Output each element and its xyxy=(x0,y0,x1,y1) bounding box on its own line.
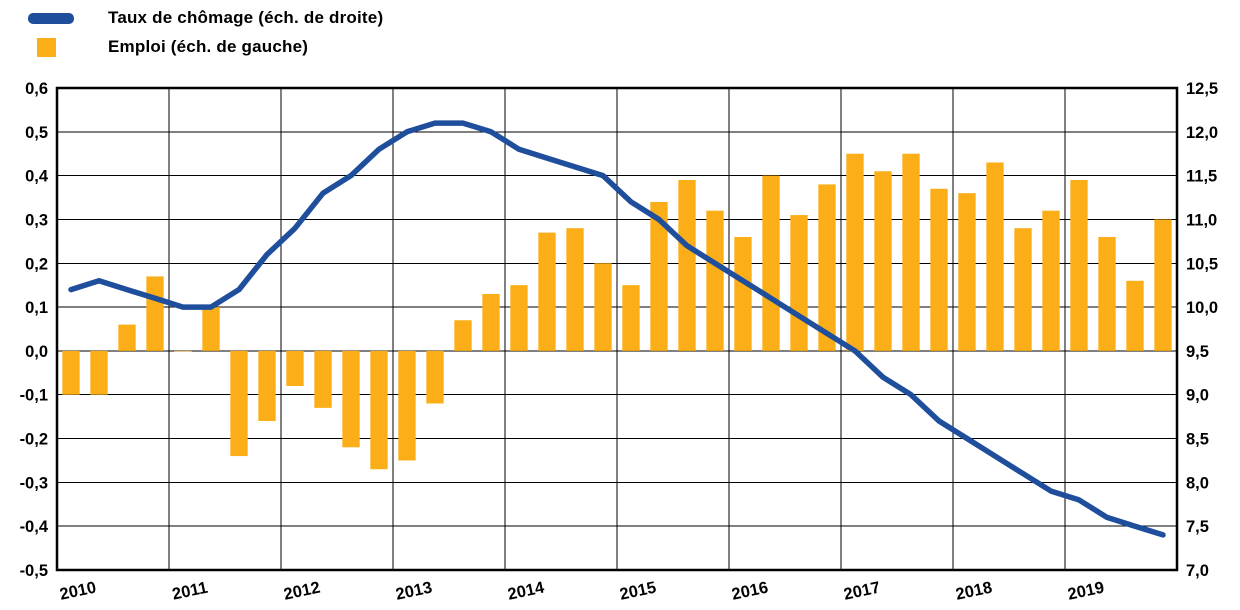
left-axis-tick-label: -0,5 xyxy=(20,562,48,580)
employment-bar xyxy=(426,350,444,404)
right-axis-tick-label: 12,0 xyxy=(1186,124,1218,142)
left-axis-tick-label: 0,4 xyxy=(25,168,49,186)
x-axis-year-label: 2011 xyxy=(171,579,210,604)
employment-bar xyxy=(90,350,108,395)
left-axis-tick-label: -0,1 xyxy=(20,387,48,405)
employment-bar xyxy=(1014,228,1032,351)
employment-bar xyxy=(510,285,528,351)
employment-bar xyxy=(762,175,780,351)
employment-bar xyxy=(230,350,248,457)
right-axis-tick-label: 9,0 xyxy=(1186,387,1209,405)
legend-label-emploi: Emploi (éch. de gauche) xyxy=(108,37,309,56)
employment-bar xyxy=(370,350,388,470)
right-axis-tick-label: 7,0 xyxy=(1186,562,1209,580)
legend-swatch-column xyxy=(28,37,80,57)
bar-series-swatch xyxy=(37,37,56,57)
x-axis-year-label: 2018 xyxy=(954,578,994,603)
employment-bar xyxy=(958,193,976,351)
employment-bar xyxy=(846,153,864,351)
employment-bar xyxy=(174,350,192,352)
employment-bar xyxy=(314,350,332,408)
legend-item-taux-de-chomage: Taux de chômage (éch. de droite) xyxy=(28,6,383,30)
right-axis-tick-label: 11,0 xyxy=(1186,211,1217,229)
right-axis-tick-label: 9,5 xyxy=(1186,343,1209,361)
employment-bar xyxy=(398,350,416,461)
left-axis-tick-label: 0,0 xyxy=(25,343,48,361)
line-series-swatch xyxy=(28,12,74,24)
employment-bar xyxy=(622,285,640,351)
employment-bar xyxy=(1154,219,1172,351)
employment-bar xyxy=(818,184,836,351)
unemployment-rate-line xyxy=(68,120,1166,538)
employment-bar xyxy=(146,276,164,351)
employment-bar xyxy=(790,215,808,351)
employment-bar xyxy=(62,350,80,395)
employment-bar xyxy=(594,263,612,351)
right-axis-tick-label: 11,5 xyxy=(1186,168,1217,186)
employment-bar xyxy=(734,236,752,351)
plot-border xyxy=(55,86,1179,572)
left-axis-tick-label: 0,6 xyxy=(25,80,48,98)
employment-bar xyxy=(566,228,584,351)
employment-bar xyxy=(342,350,360,448)
employment-bar xyxy=(286,350,304,386)
employment-bar xyxy=(1070,180,1088,351)
legend-label-taux-de-chomage: Taux de chômage (éch. de droite) xyxy=(108,8,384,27)
x-axis-year-label: 2013 xyxy=(394,578,434,603)
right-axis-tick-label: 12,5 xyxy=(1186,80,1218,98)
employment-bar xyxy=(706,210,724,351)
employment-bar xyxy=(874,171,892,351)
employment-bar xyxy=(1042,210,1060,351)
right-axis-tick-label: 10,0 xyxy=(1186,299,1218,317)
employment-bar xyxy=(538,232,556,351)
right-axis-tick-label: 8,0 xyxy=(1186,474,1209,492)
x-axis-year-label: 2017 xyxy=(842,578,882,603)
left-axis-tick-label: 0,3 xyxy=(25,211,48,229)
left-axis-tick-label: -0,2 xyxy=(20,431,48,449)
employment-bar xyxy=(1098,236,1116,351)
employment-bar xyxy=(930,188,948,351)
employment-bar xyxy=(258,350,276,422)
chart-legend: Taux de chômage (éch. de droite) Emploi … xyxy=(28,6,383,59)
legend-item-emploi: Emploi (éch. de gauche) xyxy=(28,35,383,59)
right-axis-tick-label: 7,5 xyxy=(1186,518,1209,536)
x-axis-year-label: 2016 xyxy=(730,578,770,603)
left-axis-tick-label: -0,4 xyxy=(20,518,49,536)
employment-bar xyxy=(482,293,500,351)
left-axis-tick-label: 0,2 xyxy=(25,255,48,273)
employment-bar xyxy=(986,162,1004,351)
employment-bar xyxy=(678,180,696,351)
x-axis-year-label: 2014 xyxy=(506,578,546,603)
left-axis-tick-label: 0,5 xyxy=(25,124,48,142)
employment-bar xyxy=(1126,280,1144,351)
employment-bar xyxy=(118,324,136,351)
employment-bar xyxy=(202,307,220,351)
x-axis-year-label: 2012 xyxy=(282,578,322,603)
x-axis-year-label: 2019 xyxy=(1066,578,1106,603)
legend-swatch-column xyxy=(28,12,80,24)
x-axis-year-label: 2010 xyxy=(58,578,98,603)
employment-bar xyxy=(454,320,472,351)
left-axis-tick-label: -0,3 xyxy=(20,474,48,492)
right-axis-tick-label: 10,5 xyxy=(1186,255,1218,273)
x-axis-year-label: 2015 xyxy=(618,578,658,603)
employment-bar xyxy=(650,201,668,351)
employment-bar xyxy=(902,153,920,351)
right-axis-tick-label: 8,5 xyxy=(1186,431,1209,449)
left-axis-tick-label: 0,1 xyxy=(25,299,48,317)
